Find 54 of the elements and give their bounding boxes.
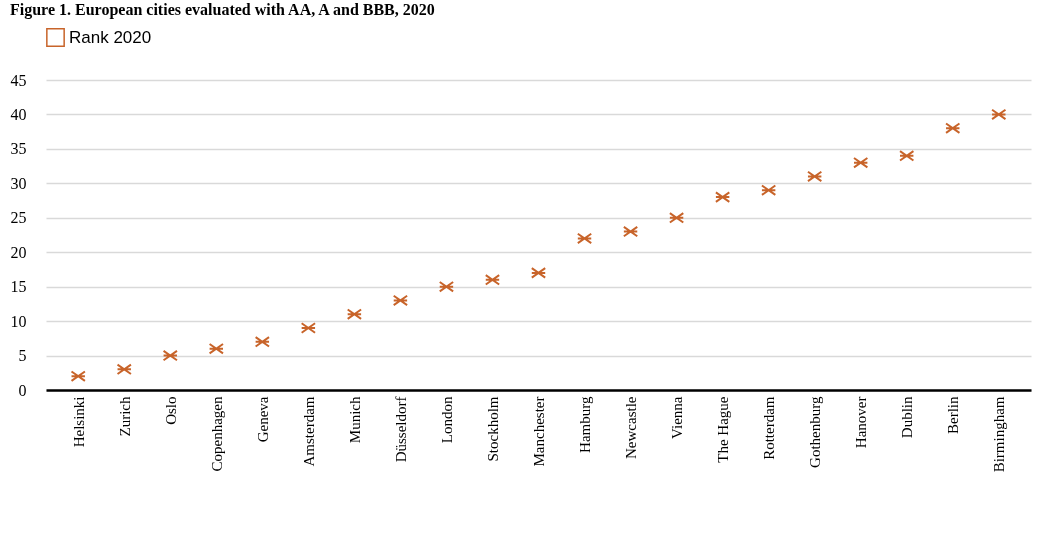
- point: [530, 267, 547, 279]
- x-tick-label: Hamburg: [577, 396, 594, 453]
- x-tick-label: Helsinki: [70, 396, 87, 448]
- x-tick-label: Amsterdam: [300, 396, 317, 467]
- point: [70, 370, 86, 382]
- x-tick-label: Manchester: [531, 396, 547, 467]
- x-tick-label: Düsseldorf: [392, 396, 409, 463]
- point: [852, 156, 869, 169]
- point: [899, 150, 915, 162]
- x-tick-label: Rotterdam: [761, 396, 778, 460]
- x-tick-label: Newcastle: [623, 396, 640, 459]
- y-tick-label: 25: [10, 209, 27, 227]
- y-tick-label: 10: [10, 312, 27, 330]
- y-tick-label: 45: [10, 71, 27, 89]
- point: [208, 342, 225, 355]
- point: [254, 336, 271, 348]
- x-tick-label: Munich: [346, 396, 363, 444]
- point: [991, 108, 1007, 121]
- x-tick-label: Dublin: [899, 396, 916, 439]
- x-tick-label: Stockholm: [484, 396, 501, 462]
- x-tick-label: Gothenburg: [807, 396, 824, 468]
- y-tick-label: 35: [10, 140, 27, 158]
- point: [622, 225, 639, 238]
- point: [438, 280, 455, 293]
- x-tick-label: London: [438, 396, 455, 444]
- x-tick-label: Geneva: [254, 396, 271, 443]
- x-tick-label: Vienna: [669, 396, 686, 439]
- y-tick-label: 20: [10, 243, 27, 261]
- point: [714, 191, 731, 203]
- point: [576, 232, 593, 245]
- point: [346, 308, 363, 320]
- x-tick-label: Oslo: [162, 396, 179, 425]
- legend-label: Rank 2020: [69, 27, 152, 47]
- point: [760, 184, 777, 196]
- point: [484, 274, 501, 286]
- x-tick-label: Birmingham: [991, 396, 1008, 473]
- point: [392, 294, 409, 307]
- y-tick-label: 40: [10, 105, 27, 123]
- point: [806, 170, 823, 183]
- point: [300, 322, 317, 334]
- point: [162, 349, 178, 362]
- x-tick-label: Hanover: [853, 396, 870, 449]
- x-tick-label: The Hague: [715, 396, 732, 463]
- chart-title: Figure 1. European cities evaluated with AA, A and BBB, 2020: [10, 1, 435, 19]
- y-tick-label: 5: [18, 347, 27, 365]
- x-tick-label: Copenhagen: [208, 396, 225, 472]
- point: [945, 122, 961, 134]
- x-tick-label: Berlin: [945, 396, 962, 434]
- point: [668, 212, 685, 224]
- point: [116, 363, 132, 376]
- y-tick-label: 15: [10, 278, 27, 296]
- y-tick-label: 30: [10, 174, 27, 192]
- y-tick-label: 0: [18, 381, 27, 399]
- x-tick-label: Zurich: [116, 396, 133, 437]
